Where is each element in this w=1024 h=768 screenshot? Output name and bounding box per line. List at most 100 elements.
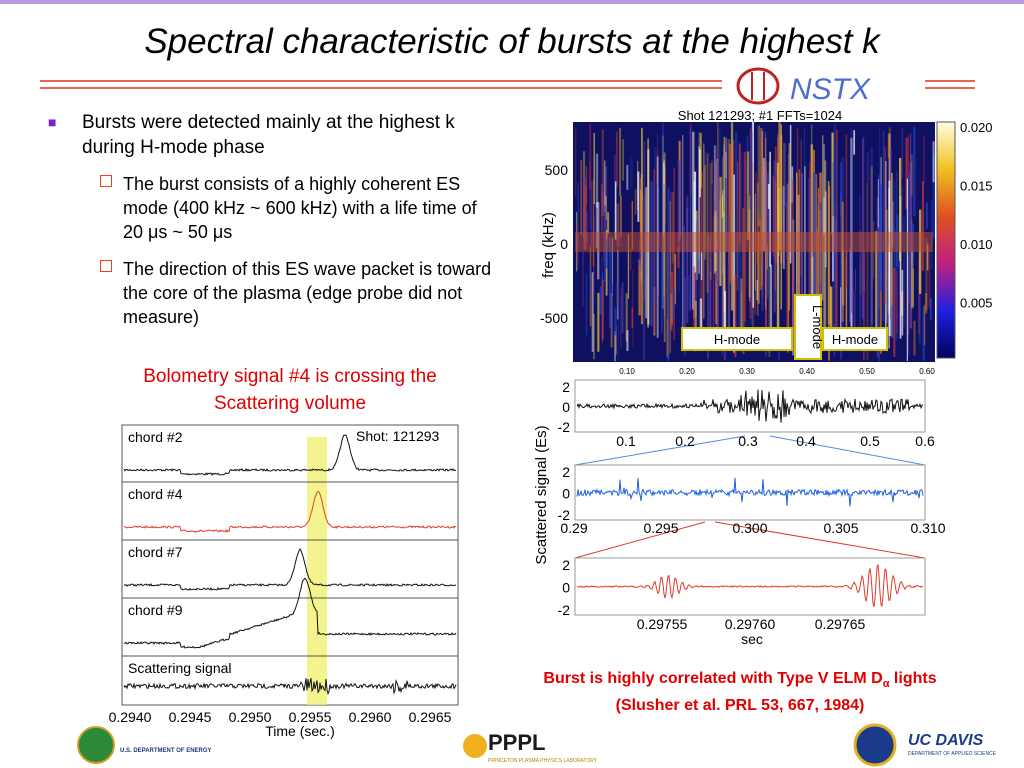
spec-streak [640,282,643,322]
spec-streak [698,146,700,274]
spec-streak [796,128,799,283]
x-tick-label: 0.6 [915,433,935,449]
spec-streak [763,158,765,251]
spec-streak [754,292,756,315]
spec-streak [855,268,857,291]
region-label: H-mode [714,332,760,347]
spec-streak [759,128,762,290]
spec-streak [932,141,935,183]
signal-trace [123,434,457,476]
spec-streak [738,144,741,243]
zoom-line [574,521,706,559]
spec-streak [638,259,641,316]
spec-streak [782,185,785,269]
x-tick-label: 0.1 [616,433,636,449]
spec-streak [754,172,758,264]
spec-streak [745,164,747,287]
spec-streak [586,211,588,242]
spec-streak [761,237,764,297]
y-tick-label: -500 [540,310,568,326]
spec-streak [706,153,709,293]
spec-streak [617,310,620,361]
spec-streak [597,292,600,352]
spec-streak [626,165,629,190]
spec-streak [663,162,665,237]
spec-streak [767,184,770,209]
spec-streak [595,153,599,208]
chord-label: chord #4 [128,486,183,502]
ucd-sub: DEPARTMENT OF APPLIED SCIENCE [908,751,997,757]
spec-streak [835,219,837,321]
spec-streak [770,264,773,336]
spec-streak [671,234,673,327]
spec-streak [722,245,724,337]
spec-streak [673,289,675,319]
y-tick-label: 0 [562,486,570,502]
spec-streak [841,201,844,322]
spec-streak [928,245,931,308]
spec-streak [816,228,818,318]
x-tick-label: 0.2960 [349,709,392,725]
spec-streak [871,289,873,343]
spec-streak [788,143,790,311]
ucd-text: UC DAVIS [908,732,984,749]
spec-streak [901,127,904,179]
top-bar [0,0,1024,4]
spec-streak [921,181,925,271]
spec-streak [751,122,755,308]
spec-streak [929,298,932,320]
spec-streak [667,187,670,362]
spec-streak [830,286,833,350]
x-tick-label: 0.10 [619,367,635,376]
spec-streak [906,178,908,361]
x-tick-label: 0.40 [799,367,815,376]
spec-streak [630,158,633,189]
spec-streak [698,132,700,260]
spec-streak [828,185,831,361]
right-caption: Burst is highly correlated with Type V E… [480,668,1000,717]
spec-streak [912,268,914,307]
nstx-logo: NSTX [736,67,871,106]
spec-band [575,232,933,252]
spec-streak [925,237,928,310]
spec-streak [703,150,706,250]
spec-streak [834,202,836,253]
spec-streak [749,128,751,249]
x-tick-label: 0.50 [859,367,875,376]
caption-text: lights [889,670,937,687]
x-tick-label: 0.29765 [815,616,866,632]
spec-streak [811,124,813,278]
spec-streak [584,184,587,249]
y-tick-label: -2 [558,419,571,435]
spec-streak [600,184,603,233]
region-label: L-mode [810,305,825,349]
spec-streak [656,149,659,183]
spec-streak [709,163,712,280]
spec-streak [580,160,582,235]
spec-streak [619,195,622,237]
spec-streak [840,287,842,350]
spec-streak [699,132,702,188]
spec-streak [925,202,929,229]
spec-streak [884,147,887,305]
x-tick-label: 0.300 [732,520,767,536]
spec-streak [703,143,705,319]
colorbar-label: 0.020 [960,120,993,135]
spec-streak [796,172,798,353]
y-tick-label: -2 [558,507,571,523]
spec-streak [629,248,632,271]
chord-label: chord #7 [128,544,183,560]
x-tick-label: 0.2965 [409,709,452,725]
spec-streak [608,236,611,329]
bolometry-figure: Shot: 121293 Time (sec.) chord #2 chord #… [109,424,459,739]
spec-streak [757,231,760,304]
x-tick-label: 0.29760 [725,616,776,632]
spec-streak [756,279,758,301]
zoom-line [714,521,926,559]
spec-streak [769,151,771,267]
signal-trace [123,678,457,696]
spec-streak [901,269,904,336]
spec-streak [918,251,920,335]
spec-streak [891,173,893,337]
